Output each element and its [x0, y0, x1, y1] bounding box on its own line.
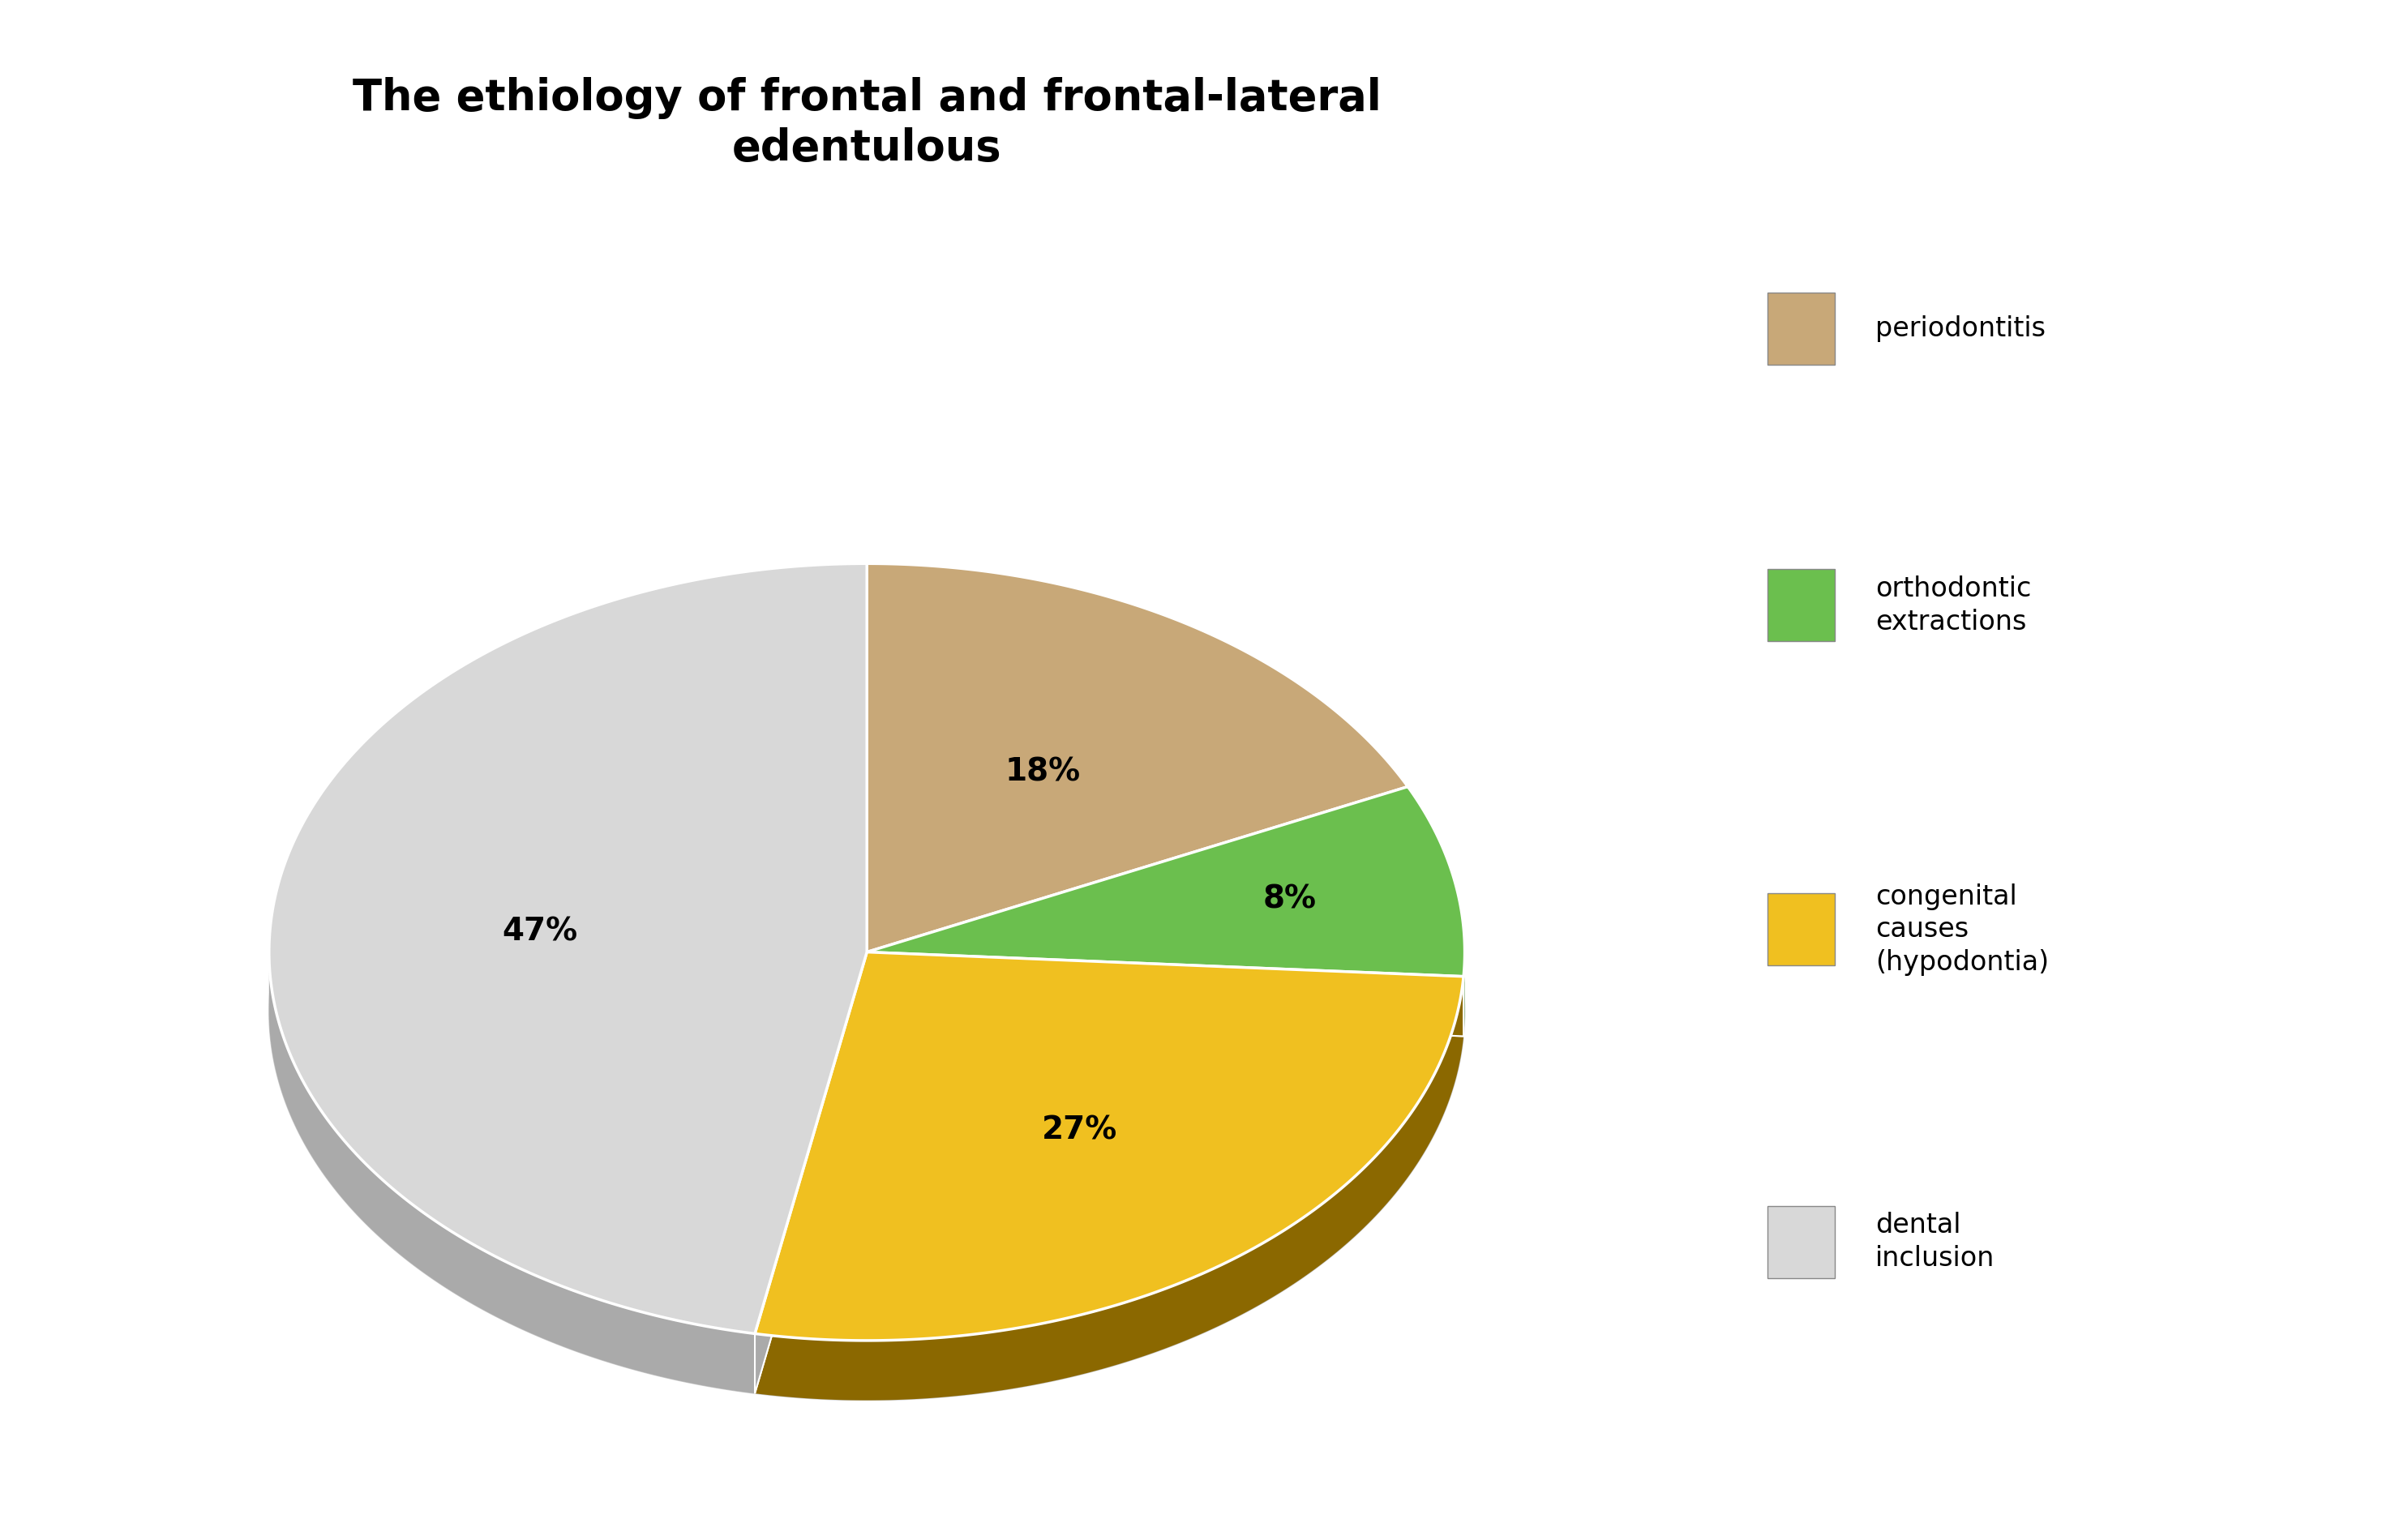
Polygon shape: [867, 564, 1409, 952]
Text: 47%: 47%: [501, 916, 578, 947]
Text: The ethiology of frontal and frontal-lateral
edentulous: The ethiology of frontal and frontal-lat…: [352, 77, 1382, 169]
Polygon shape: [270, 624, 1464, 1400]
Polygon shape: [867, 952, 1464, 1036]
Bar: [1767, 293, 1835, 365]
Polygon shape: [754, 952, 867, 1394]
Text: orthodontic
extractions: orthodontic extractions: [1876, 576, 2032, 634]
Polygon shape: [867, 787, 1464, 976]
Bar: [1767, 893, 1835, 966]
Bar: [1767, 1206, 1835, 1278]
Text: 27%: 27%: [1043, 1115, 1117, 1146]
Bar: [1767, 570, 1835, 641]
Text: 18%: 18%: [1004, 756, 1081, 787]
Text: dental
inclusion: dental inclusion: [1876, 1212, 1994, 1272]
Polygon shape: [754, 976, 1464, 1400]
Polygon shape: [867, 952, 1464, 1036]
Text: congenital
causes
(hypodontia): congenital causes (hypodontia): [1876, 882, 2049, 976]
Text: 8%: 8%: [1262, 884, 1317, 915]
Polygon shape: [754, 952, 1464, 1340]
Polygon shape: [270, 952, 754, 1394]
Polygon shape: [270, 564, 867, 1334]
Text: periodontitis: periodontitis: [1876, 316, 2047, 342]
Polygon shape: [754, 952, 867, 1394]
